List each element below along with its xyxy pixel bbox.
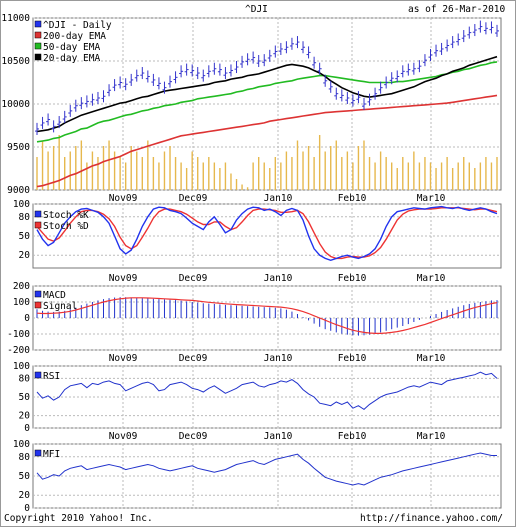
stochastic-x-tick-label: Mar10 — [417, 273, 446, 284]
price-y-tick-label: 9000 — [7, 185, 30, 196]
price-x-tick-label: Dec09 — [179, 193, 208, 204]
rsi-x-tick-label: Nov09 — [109, 431, 138, 442]
rsi-x-tick-label: Jan10 — [264, 431, 293, 442]
legend-swatch — [34, 53, 42, 61]
stochastic-y-tick-label: 80 — [19, 212, 31, 223]
macd-x-tick-label: Jan10 — [264, 353, 293, 364]
macd-panel: -200 -100 0 100 200 Nov09 Dec09 Jan10 Feb10 Mar10… — [7, 281, 502, 364]
macd-x-tick-label: Nov09 — [109, 353, 138, 364]
stochastic-panel: 20 50 80 100 Nov09 Dec09 Jan10 Feb10 Mar10 Stoch … — [13, 199, 502, 284]
legend-swatch — [34, 290, 42, 298]
rsi-x-tick-label: Feb10 — [338, 431, 367, 442]
legend-swatch — [34, 31, 42, 39]
legend-swatch — [34, 371, 42, 379]
stochastic-y-tick-label: 50 — [19, 231, 31, 242]
legend-label: Stoch %D — [43, 221, 89, 232]
legend-label: Signal — [43, 301, 77, 312]
rsi-y-tick-label: 80 — [19, 373, 31, 384]
rsi-x-tick-label: Mar10 — [417, 431, 446, 442]
as-of-date: as of 26-Mar-2010 — [408, 4, 506, 15]
mfi-panel: 0 20 50 80 100 MFI — [13, 439, 502, 514]
stochastic-x-tick-label: Nov09 — [109, 273, 138, 284]
legend-label: MACD — [43, 290, 66, 301]
macd-y-tick-label: 200 — [13, 281, 30, 292]
legend-swatch — [34, 20, 42, 28]
price-y-tick-label: 10500 — [1, 56, 30, 67]
macd-y-tick-label: -200 — [7, 345, 30, 356]
price-y-tick-label: 10000 — [1, 99, 30, 110]
legend-swatch — [34, 301, 42, 309]
legend-label: 20-day EMA — [43, 53, 100, 64]
mfi-y-tick-label: 100 — [13, 439, 30, 450]
rsi-y-tick-label: 50 — [19, 392, 31, 403]
legend-swatch — [34, 210, 42, 218]
mfi-y-tick-label: 50 — [19, 471, 31, 482]
stochastic-y-tick-label: 100 — [13, 199, 30, 210]
legend-label: ^DJI - Daily — [43, 20, 112, 31]
stochastic-x-tick-label: Dec09 — [179, 273, 208, 284]
legend-label: 200-day EMA — [43, 31, 106, 42]
legend-label: MFI — [43, 449, 60, 460]
legend-swatch — [34, 449, 42, 457]
macd-x-tick-label: Feb10 — [338, 353, 367, 364]
legend-swatch — [34, 221, 42, 229]
chart-title: ^DJI — [245, 4, 268, 15]
macd-y-tick-label: -100 — [7, 329, 30, 340]
macd-x-tick-label: Dec09 — [179, 353, 208, 364]
price-panel: 9000 9500 10000 10500 11000 Nov09 Dec09 Jan10 Fe… — [1, 13, 502, 204]
stochastic-y-tick-label: 20 — [19, 250, 31, 261]
mfi-line — [36, 452, 497, 486]
macd-y-tick-label: 100 — [13, 297, 30, 308]
price-x-tick-label: Nov09 — [109, 193, 138, 204]
stoch-k-line — [36, 205, 498, 262]
ema200-line — [36, 94, 498, 188]
rsi-x-tick-label: Dec09 — [179, 431, 208, 442]
macd-y-tick-label: 0 — [24, 313, 30, 324]
copyright-text: Copyright 2010 Yahoo! Inc. — [4, 513, 153, 524]
rsi-y-tick-label: 20 — [19, 411, 31, 422]
stochastic-x-tick-label: Feb10 — [338, 273, 367, 284]
price-x-tick-label: Mar10 — [417, 193, 446, 204]
source-url[interactable]: http://finance.yahoo.com/ — [360, 513, 503, 524]
mfi-y-tick-label: 20 — [19, 490, 31, 501]
rsi-y-tick-label: 100 — [13, 361, 30, 372]
rsi-y-tick-label: 0 — [24, 423, 30, 434]
legend-label: 50-day EMA — [43, 42, 100, 53]
legend-label: Stoch %K — [43, 210, 89, 221]
legend-label: RSI — [43, 371, 60, 382]
price-x-tick-label: Feb10 — [338, 193, 367, 204]
stochastic-x-tick-label: Jan10 — [264, 273, 293, 284]
mfi-y-tick-label: 0 — [24, 503, 30, 514]
signal-line — [36, 297, 498, 334]
price-y-tick-label: 11000 — [1, 13, 30, 24]
ema50-line — [36, 61, 498, 143]
rsi-line — [36, 371, 498, 411]
legend-swatch — [34, 42, 42, 50]
mfi-y-tick-label: 80 — [19, 452, 31, 463]
macd-x-tick-label: Mar10 — [417, 353, 446, 364]
price-y-tick-label: 9500 — [7, 142, 30, 153]
ema20-line — [36, 55, 498, 133]
price-x-tick-label: Jan10 — [264, 193, 293, 204]
